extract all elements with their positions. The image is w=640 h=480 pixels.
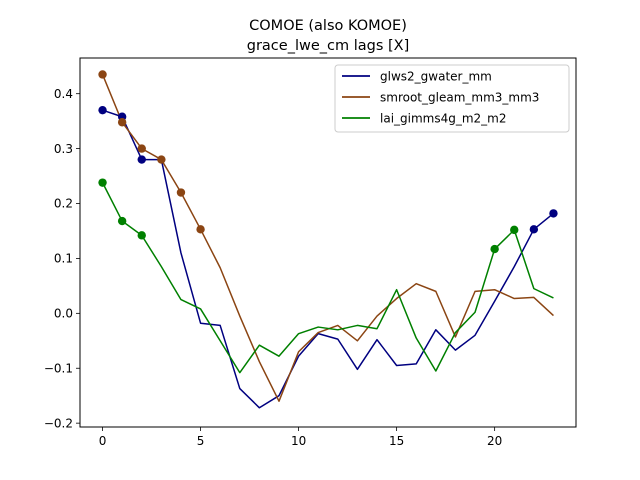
data-point-glws2_gwater_mm-23 — [549, 209, 558, 218]
data-point-lai_gimms4g_m2_m2-1 — [117, 216, 127, 226]
y-tick-label: 0.4 — [54, 87, 73, 101]
x-tick-label: 20 — [487, 434, 502, 448]
series-line-glws2_gwater_mm — [102, 109, 554, 409]
y-tick-label: 0.1 — [54, 252, 73, 266]
x-tick-label: 10 — [291, 434, 306, 448]
data-point-smroot_gleam_mm3_mm3-2 — [137, 144, 146, 153]
legend-label-lai_gimms4g_m2_m2: lai_gimms4g_m2_m2 — [380, 112, 507, 126]
plot-frame — [79, 57, 577, 428]
legend-label-smroot_gleam_mm3_mm3: smroot_gleam_mm3_mm3 — [380, 91, 539, 105]
data-point-lai_gimms4g_m2_m2-21 — [510, 225, 519, 235]
legend-box — [334, 64, 570, 133]
data-point-smroot_gleam_mm3_mm3-3 — [157, 155, 166, 164]
data-point-smroot_gleam_mm3_mm3-1 — [117, 118, 127, 127]
chart-title: COMOE (also KOMOE) — [249, 18, 407, 34]
x-axis: 0 5 10 15 20 — [99, 427, 502, 448]
x-tick-label: 0 — [99, 434, 107, 448]
data-point-smroot_gleam_mm3_mm3-5 — [196, 225, 205, 234]
x-tick-label: 5 — [197, 434, 205, 448]
data-point-lai_gimms4g_m2_m2-20 — [490, 244, 499, 254]
plot-lines — [101, 74, 554, 409]
series-line-lai_gimms4g_m2_m2 — [101, 182, 554, 374]
plot-markers — [98, 70, 558, 254]
data-point-smroot_gleam_mm3_mm3-0 — [98, 70, 107, 79]
data-point-lai_gimms4g_m2_m2-2 — [137, 231, 146, 240]
data-point-glws2_gwater_mm-2 — [137, 155, 146, 164]
y-tick-label: −0.2 — [44, 416, 73, 430]
y-tick-label: 0.0 — [54, 307, 73, 321]
data-point-lai_gimms4g_m2_m2-0 — [98, 178, 107, 187]
data-point-smroot_gleam_mm3_mm3-4 — [176, 188, 186, 197]
x-tick-label: 15 — [389, 434, 404, 448]
legend: glws2_gwater_mm smroot_gleam_mm3_mm3 lai_g… — [334, 64, 570, 133]
legend-label-glws2_gwater_mm: glws2_gwater_mm — [380, 70, 492, 84]
y-tick-label: 0.2 — [54, 197, 73, 211]
y-axis: −0.2 −0.1 0.0 0.1 0.2 0.3 0.4 — [44, 87, 80, 430]
data-point-glws2_gwater_mm-0 — [98, 105, 107, 115]
y-tick-label: −0.1 — [44, 361, 73, 375]
y-tick-label: 0.3 — [54, 142, 73, 156]
chart-subtitle: grace_lwe_cm lags [X] — [247, 38, 410, 54]
data-point-glws2_gwater_mm-22 — [529, 225, 539, 234]
